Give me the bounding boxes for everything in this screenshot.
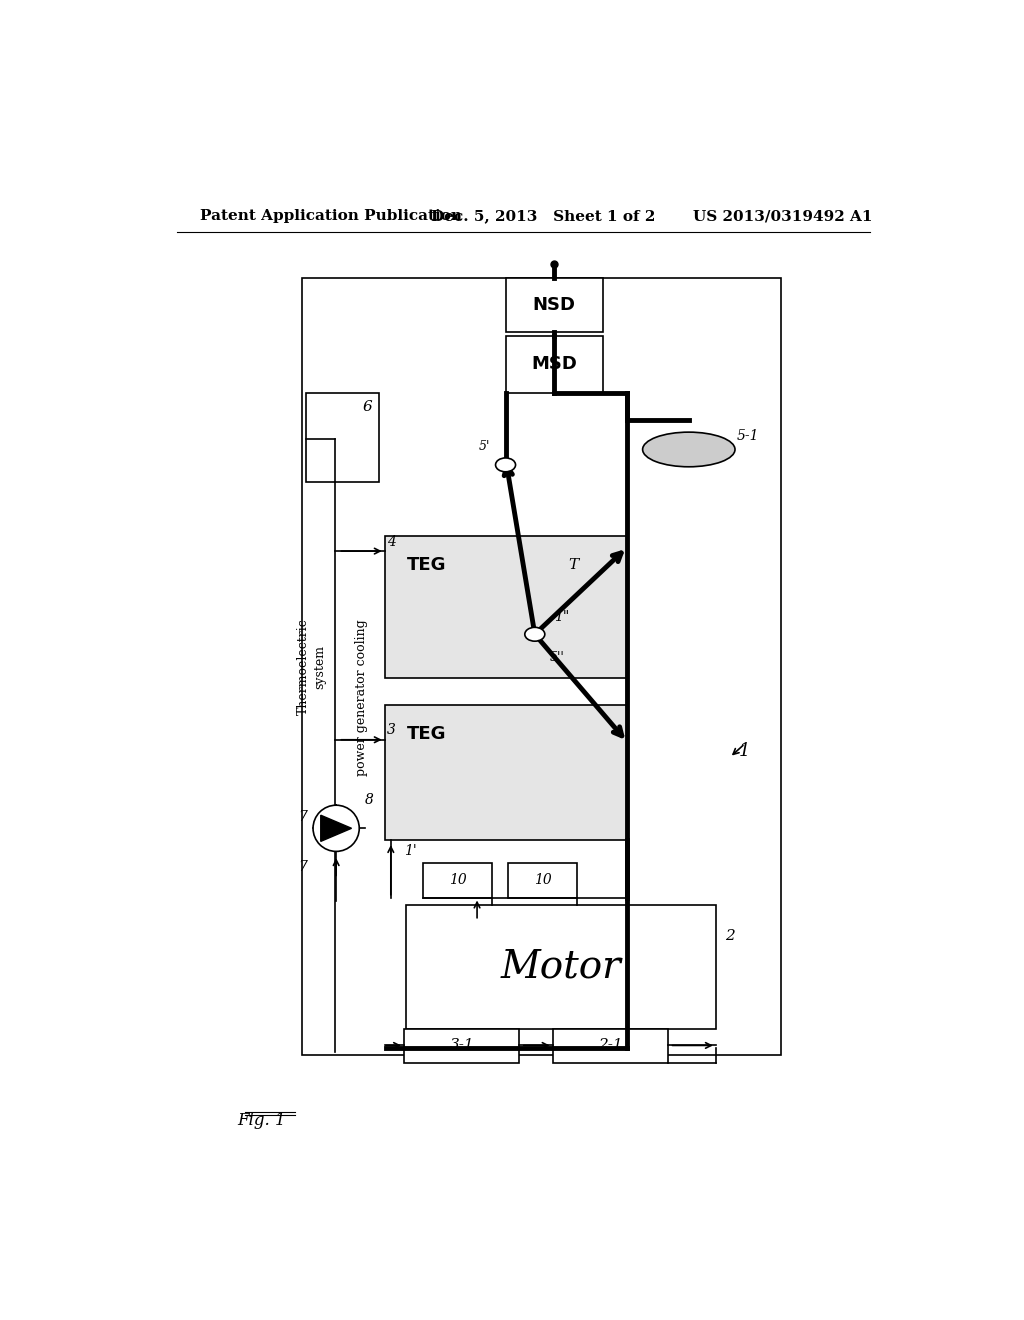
Text: 5': 5' bbox=[478, 440, 489, 453]
Text: Fig. 1: Fig. 1 bbox=[238, 1113, 286, 1130]
Text: TEG: TEG bbox=[408, 556, 446, 574]
Text: 7: 7 bbox=[298, 809, 307, 824]
Text: 8: 8 bbox=[365, 793, 374, 807]
Text: 1: 1 bbox=[739, 742, 751, 760]
Text: Thermoelectric
system: Thermoelectric system bbox=[297, 618, 327, 715]
Text: 3: 3 bbox=[387, 723, 396, 738]
Ellipse shape bbox=[524, 627, 545, 642]
Bar bbox=[306, 393, 379, 482]
Bar bbox=[407, 906, 716, 1028]
Text: power generator cooling: power generator cooling bbox=[355, 619, 368, 776]
Text: Patent Application Publication: Patent Application Publication bbox=[200, 209, 462, 223]
Bar bbox=[508, 863, 578, 898]
Text: T: T bbox=[568, 558, 579, 572]
Polygon shape bbox=[321, 816, 351, 841]
Bar bbox=[385, 536, 628, 678]
Text: 6: 6 bbox=[362, 400, 373, 414]
Ellipse shape bbox=[643, 432, 735, 467]
Text: MSD: MSD bbox=[531, 355, 577, 374]
Text: Dec. 5, 2013   Sheet 1 of 2: Dec. 5, 2013 Sheet 1 of 2 bbox=[431, 209, 655, 223]
Bar bbox=[423, 863, 493, 898]
Text: 4: 4 bbox=[387, 535, 396, 549]
Text: 3-1: 3-1 bbox=[450, 1039, 474, 1052]
Bar bbox=[506, 335, 602, 393]
Bar bbox=[506, 277, 602, 331]
Text: 5-1: 5-1 bbox=[736, 429, 759, 442]
Text: NSD: NSD bbox=[532, 296, 575, 314]
Text: 1": 1" bbox=[554, 610, 569, 623]
Bar bbox=[403, 1028, 519, 1063]
Text: 7: 7 bbox=[298, 859, 307, 874]
Text: 10: 10 bbox=[449, 873, 467, 887]
Text: 2: 2 bbox=[725, 929, 735, 942]
Bar bbox=[385, 705, 628, 840]
Text: 1': 1' bbox=[403, 845, 417, 858]
Ellipse shape bbox=[496, 458, 515, 471]
Text: 5'': 5'' bbox=[550, 651, 565, 664]
Text: US 2013/0319492 A1: US 2013/0319492 A1 bbox=[692, 209, 872, 223]
Bar bbox=[553, 1028, 668, 1063]
Text: Motor: Motor bbox=[501, 948, 622, 986]
Text: TEG: TEG bbox=[408, 726, 446, 743]
Bar bbox=[301, 277, 781, 1056]
Text: 10: 10 bbox=[534, 873, 551, 887]
Text: 2-1: 2-1 bbox=[598, 1039, 623, 1052]
Circle shape bbox=[313, 805, 359, 851]
